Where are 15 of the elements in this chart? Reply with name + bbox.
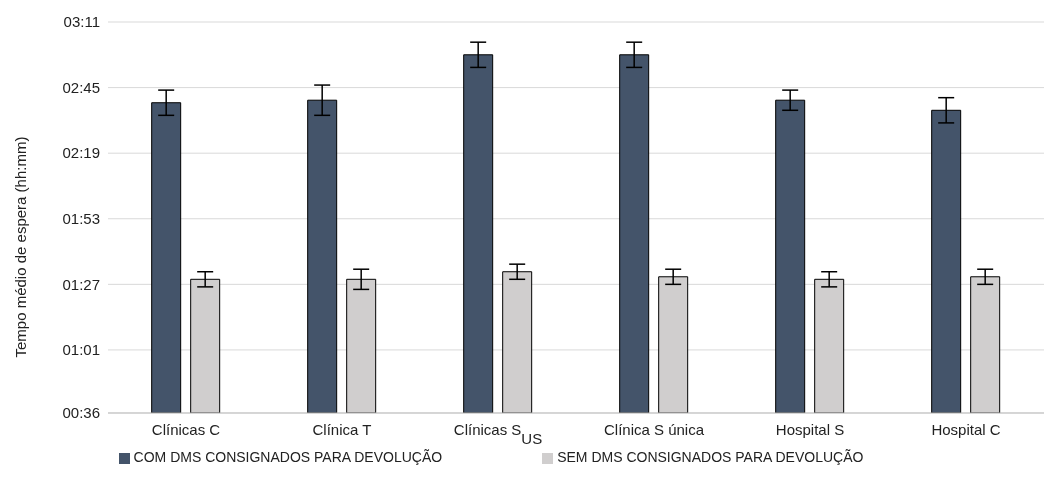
y-tick-label: 02:45 bbox=[62, 78, 100, 96]
x-tick-label: Hospital C bbox=[931, 421, 1001, 438]
y-tick-label: 03:11 bbox=[63, 13, 100, 31]
y-axis-title: Tempo médio de espera (hh:mm) bbox=[12, 136, 30, 358]
y-tick-label: 02:19 bbox=[62, 144, 100, 162]
x-tick-label: Clínica T bbox=[312, 421, 372, 438]
y-tick-label: 00:36 bbox=[62, 404, 100, 422]
legend-label: SEM DMS CONSIGNADOS PARA DEVOLUÇÃO bbox=[557, 449, 864, 465]
x-tick-label: Clínicas C bbox=[151, 421, 221, 438]
y-tick-label: 01:01 bbox=[62, 341, 100, 359]
y-tick-label: 01:53 bbox=[62, 210, 100, 228]
legend-label: COM DMS CONSIGNADOS PARA DEVOLUÇÃO bbox=[133, 449, 443, 465]
x-tick-label: Clínica S única bbox=[603, 421, 705, 438]
y-tick-label: 01:27 bbox=[62, 275, 100, 293]
x-tick-label: Hospital S bbox=[775, 421, 845, 438]
